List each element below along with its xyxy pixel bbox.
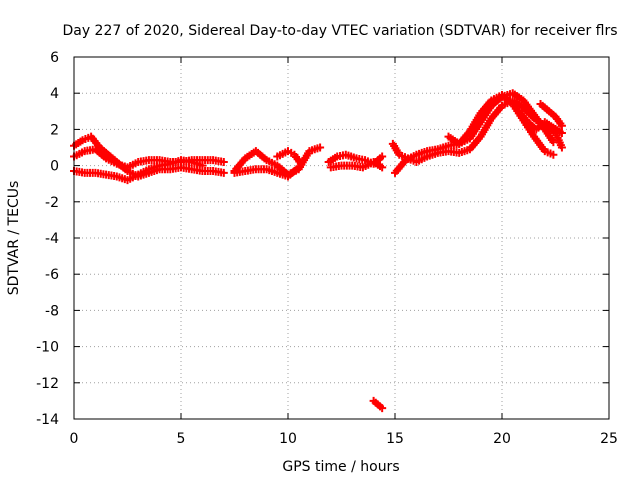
x-tick-label: 10 [279,431,297,447]
y-tick-label: -8 [45,303,59,319]
series-trace-h [326,157,387,172]
series-trace-c [70,156,207,185]
y-tick-label: 6 [50,50,59,66]
y-tick-label: -14 [36,412,59,428]
grid-lines [74,57,609,419]
data-point [219,168,228,177]
data-points [70,89,566,413]
y-tick-label: 4 [50,86,59,102]
data-point [316,143,325,152]
data-point [549,138,558,147]
x-tick-label: 20 [493,431,511,447]
chart-title: Day 227 of 2020, Sidereal Day-to-day VTE… [62,23,617,39]
data-point [557,129,566,138]
x-tick-label: 15 [386,431,404,447]
y-tick-label: 2 [50,122,59,138]
axis-ticks: 0 5 10 15 20 25 -14 -12 -10 -8 -6 -4 -2 0 2 4 6 [36,50,618,447]
data-point [549,150,558,159]
data-point [378,163,387,172]
series-trace-i [369,396,387,413]
x-tick-label: 0 [70,431,79,447]
y-tick-label: -4 [45,231,59,247]
y-tick-label: -10 [36,340,59,356]
series-trace-n [536,100,566,130]
x-axis-label: GPS time / hours [282,459,399,475]
y-tick-label: -6 [45,267,59,283]
y-axis-label: SDTVAR / TECUs [6,181,22,296]
data-point [557,121,566,130]
x-tick-label: 5 [177,431,186,447]
y-tick-label: -12 [36,376,59,392]
data-point [296,159,305,168]
series-trace-e [230,163,303,181]
data-point [557,143,566,152]
y-tick-label: 0 [50,159,59,175]
y-tick-label: -2 [45,195,59,211]
series-trace-m [515,107,566,138]
data-point [378,152,387,161]
data-point [219,157,228,166]
data-point [198,161,207,170]
data-point [378,404,387,413]
x-tick-label: 25 [600,431,618,447]
series-trace-f [273,147,305,168]
